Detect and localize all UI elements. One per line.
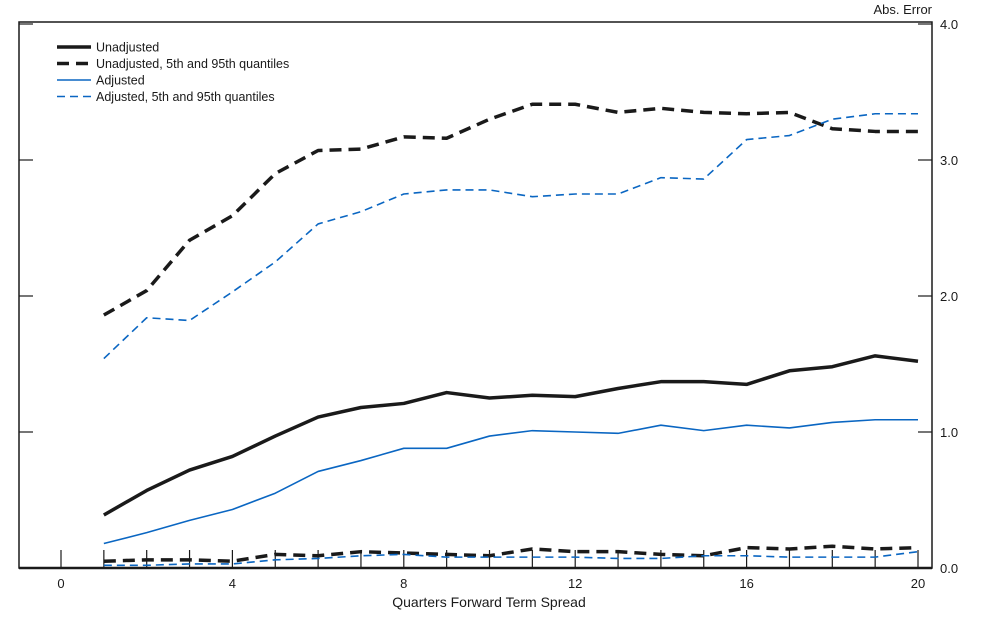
series-line-adjusted <box>103 418 918 545</box>
axes: 0 4 8 12 16 20 0.0 1.0 2.0 3.0 4.0 <box>18 17 958 591</box>
legend: Unadjusted Unadjusted, 5th and 95th quant… <box>57 41 289 104</box>
series-line-unadjusted-5th-and-95th-quantiles-upper <box>102 102 918 317</box>
y-tick-label: 2.0 <box>940 289 958 304</box>
series-line-unadjusted <box>102 354 919 517</box>
series-group <box>102 102 919 567</box>
legend-label-unadjusted-5th-and-95th-quantiles: Unadjusted, 5th and 95th quantiles <box>96 57 289 71</box>
x-axis-label: Quarters Forward Term Spread <box>392 594 585 610</box>
y-tick-label: 4.0 <box>940 17 958 32</box>
x-tick-label: 20 <box>911 576 925 591</box>
y-tick-label: 3.0 <box>940 153 958 168</box>
legend-label-unadjusted: Unadjusted <box>96 41 159 55</box>
x-tick-label: 4 <box>229 576 236 591</box>
x-tick-label: 16 <box>739 576 753 591</box>
series-line-adjusted-5th-and-95th-quantiles-upper <box>103 112 918 360</box>
x-tick-label: 12 <box>568 576 582 591</box>
x-tick-label: 8 <box>400 576 407 591</box>
x-tick-label: 0 <box>57 576 64 591</box>
y-tick-label: 0.0 <box>940 561 958 576</box>
series-line-unadjusted-5th-and-95th-quantiles-lower <box>103 544 919 563</box>
y-axis-label: Abs. Error <box>873 2 932 17</box>
legend-label-adjusted-5th-and-95th-quantiles: Adjusted, 5th and 95th quantiles <box>96 90 275 104</box>
series-line-adjusted-5th-and-95th-quantiles-lower <box>103 550 919 567</box>
y-tick-label: 1.0 <box>940 425 958 440</box>
legend-label-adjusted: Adjusted <box>96 74 145 88</box>
